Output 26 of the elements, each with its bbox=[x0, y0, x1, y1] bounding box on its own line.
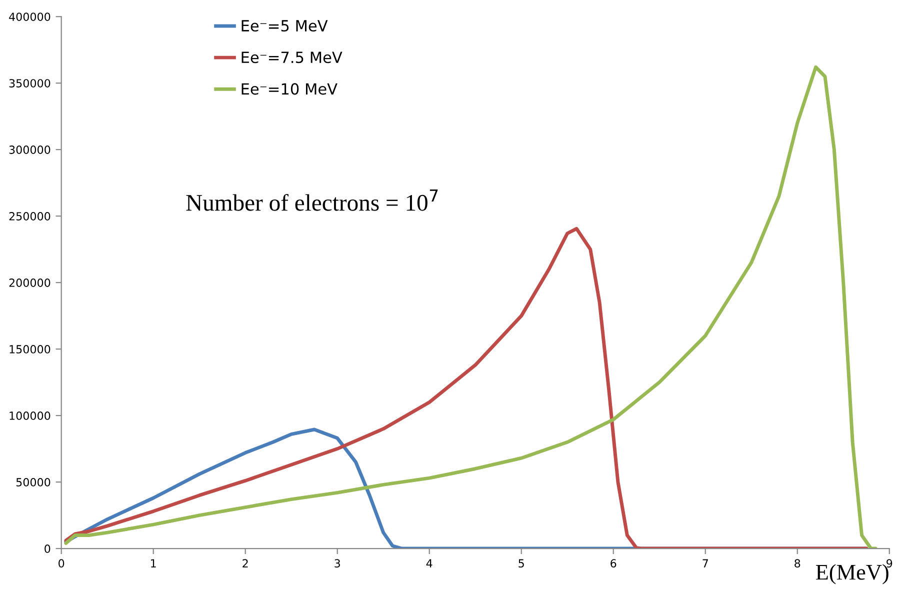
legend-label: Ee⁻=10 MeV bbox=[242, 83, 338, 95]
y-tick-label: 250000 bbox=[9, 212, 50, 220]
y-tick-label: 400000 bbox=[9, 12, 50, 21]
y-tick-label: 150000 bbox=[10, 345, 50, 354]
y-tick-label: 200000 bbox=[9, 278, 50, 287]
line-series bbox=[64, 65, 878, 549]
y-tick-label: 100000 bbox=[10, 412, 50, 420]
annotation: Number of electrons = 10$^{7}$ bbox=[186, 190, 438, 211]
y-tick-label: 50000 bbox=[16, 478, 50, 486]
x-tick-label: 1 bbox=[151, 559, 156, 568]
y-tick-label: 300000 bbox=[9, 146, 50, 154]
legend-label: Ee⁻=5 MeV bbox=[242, 20, 328, 32]
x-tick-label: 9 bbox=[886, 559, 892, 568]
y-tick-label: 350000 bbox=[9, 79, 50, 88]
x-tick-label: 0 bbox=[58, 559, 64, 568]
x-tick-label: 4 bbox=[426, 559, 432, 568]
x-tick-label: 3 bbox=[334, 559, 340, 568]
x-tick-label: 8 bbox=[794, 559, 800, 568]
legend-label: Ee⁻=7.5 MeV bbox=[242, 52, 342, 64]
y-tick-label: 0 bbox=[44, 544, 50, 553]
x-tick-label: 7 bbox=[702, 559, 708, 568]
x-tick-label: 6 bbox=[610, 559, 616, 568]
x-tick-label: 2 bbox=[242, 559, 248, 568]
x-tick-label: 5 bbox=[518, 559, 524, 568]
x-axis-title: E(MeV) bbox=[816, 564, 888, 584]
line-series bbox=[64, 226, 868, 549]
